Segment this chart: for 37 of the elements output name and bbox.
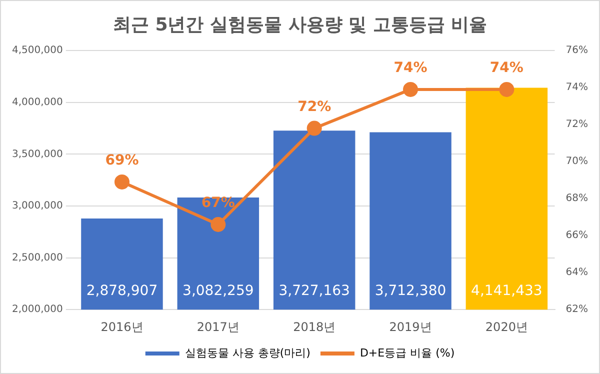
x-tick-label: 2017년 xyxy=(196,320,240,334)
y-tick-label: 3,500,000 xyxy=(12,148,63,160)
x-tick-label: 2020년 xyxy=(485,320,528,334)
x-tick-label: 2016년 xyxy=(100,320,144,334)
y2-tick-label: 72% xyxy=(566,119,588,130)
x-tick-label: 2018년 xyxy=(293,320,336,334)
y-tick-label: 2,500,000 xyxy=(12,252,63,264)
data-label: 69% xyxy=(105,152,139,169)
y2-tick-label: 66% xyxy=(566,230,588,242)
legend-label: 실험동물 사용 총량(마리) xyxy=(184,346,310,360)
data-label: 3,712,380 xyxy=(374,283,446,300)
y2-tick-label: 64% xyxy=(566,267,588,278)
data-label: 3,082,259 xyxy=(182,283,254,300)
y2-tick-label: 62% xyxy=(566,304,588,316)
data-label: 74% xyxy=(394,60,428,76)
point xyxy=(499,82,514,97)
y-tick-label: 4,500,000 xyxy=(12,45,63,56)
y-tick-label: 2,000,000 xyxy=(12,304,63,316)
data-label: 2,878,907 xyxy=(86,283,158,300)
point xyxy=(114,174,130,190)
data-label: 74% xyxy=(490,60,524,76)
y-tick-label: 3,000,000 xyxy=(12,200,63,212)
y2-tick-label: 74% xyxy=(566,82,588,94)
data-label: 4,141,433 xyxy=(471,283,542,300)
x-tick-label: 2019년 xyxy=(389,320,432,334)
legend-label: D+E등급 비율 (%) xyxy=(360,346,455,360)
y2-tick-label: 68% xyxy=(566,193,588,204)
data-label: 3,727,163 xyxy=(278,283,350,300)
point xyxy=(306,120,322,136)
data-label: 72% xyxy=(298,98,332,115)
y2-tick-label: 70% xyxy=(566,156,588,168)
point xyxy=(210,217,226,232)
data-label: 67% xyxy=(201,195,235,212)
point xyxy=(403,82,418,97)
chart-title: 최근 5년간 실험동물 사용량 및 고통등급 비율 xyxy=(112,14,488,36)
y-tick-label: 4,000,000 xyxy=(12,96,63,108)
y2-tick-label: 76% xyxy=(566,45,588,56)
